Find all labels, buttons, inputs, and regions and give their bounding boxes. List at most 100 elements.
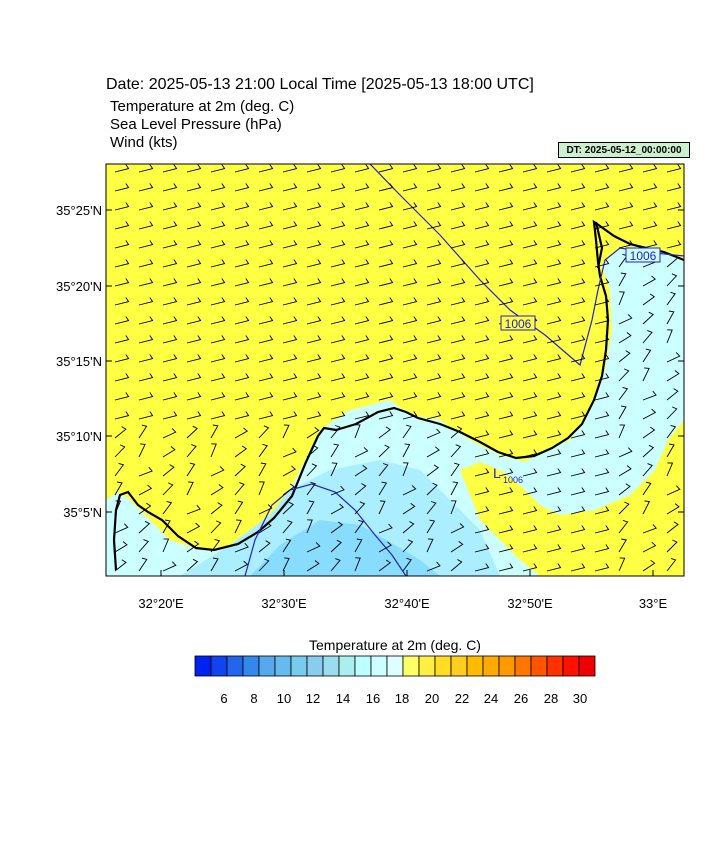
wind-barb	[594, 449, 610, 458]
wind-barb	[618, 405, 627, 420]
wind-barb	[354, 447, 369, 458]
wind-barb	[618, 424, 626, 439]
wind-barb	[474, 183, 490, 192]
wind-barb	[522, 487, 538, 496]
wind-barb	[642, 367, 650, 382]
wind-barb	[258, 297, 274, 306]
colorbar-cell	[386, 655, 404, 677]
wind-barb	[210, 202, 226, 211]
wind-barb	[354, 519, 364, 534]
wind-barb	[474, 240, 490, 249]
colorbar-cell	[354, 655, 372, 677]
wind-barb	[378, 444, 390, 458]
wind-barb	[594, 487, 610, 496]
wind-barb	[162, 183, 178, 192]
wind-barb	[378, 297, 394, 306]
wind-barb	[234, 164, 250, 173]
wind-barb	[114, 335, 130, 344]
wind-barb	[354, 316, 370, 325]
wind-barb	[378, 411, 394, 420]
wind-barb	[186, 392, 202, 401]
wind-barb	[258, 316, 274, 325]
wind-barb	[594, 164, 610, 173]
wind-barb	[186, 202, 202, 211]
wind-barb	[474, 506, 490, 515]
wind-barb	[210, 411, 226, 420]
wind-barb	[402, 557, 412, 572]
wind-barb	[114, 259, 130, 268]
wind-barb	[450, 559, 463, 572]
wind-barb	[306, 500, 315, 515]
wind-barb	[642, 444, 655, 458]
wind-barb	[474, 354, 490, 363]
wind-barb	[306, 542, 321, 553]
colorbar-tick-label: 10	[277, 691, 291, 706]
wind-barb	[474, 221, 490, 230]
colorbar-cell	[306, 655, 324, 677]
wind-barb	[138, 539, 149, 553]
low-pressure-marker: L	[493, 465, 501, 481]
wind-barb	[450, 297, 466, 306]
wind-barb	[642, 330, 653, 344]
wind-barb	[594, 468, 610, 477]
wind-barb	[282, 501, 294, 515]
wind-barb	[498, 449, 514, 458]
wind-barb	[282, 316, 298, 325]
wind-barb	[474, 316, 490, 325]
wind-barb	[330, 485, 345, 496]
wind-barb	[666, 202, 682, 211]
wind-barb	[570, 240, 586, 249]
wind-barb	[474, 525, 490, 534]
wind-barb	[426, 316, 442, 325]
wind-barb	[426, 561, 441, 572]
wind-barb	[546, 183, 562, 192]
wind-barb	[234, 560, 249, 572]
wind-barb	[114, 354, 130, 363]
wind-barb	[642, 183, 658, 192]
wind-barb	[498, 240, 514, 249]
field-label-pressure: Sea Level Pressure (hPa)	[110, 116, 282, 133]
wind-barb	[114, 523, 129, 534]
wind-barb	[330, 373, 346, 382]
wind-barb	[378, 500, 386, 515]
wind-barb	[570, 449, 586, 458]
wind-barb	[594, 183, 610, 192]
wind-barb	[642, 524, 657, 534]
wind-barb	[234, 373, 250, 382]
wind-barb	[426, 259, 442, 268]
wind-barb	[546, 487, 562, 496]
colorbar	[194, 655, 596, 677]
wind-barb	[354, 297, 370, 306]
wind-barb	[330, 221, 346, 230]
wind-barb	[546, 449, 562, 458]
wind-barb	[594, 411, 610, 420]
colorbar-cell	[450, 655, 468, 677]
wind-barb	[426, 373, 442, 382]
wind-barb	[570, 202, 586, 211]
wind-barb	[426, 519, 436, 534]
wind-barb	[258, 504, 273, 515]
wind-barb	[306, 463, 318, 477]
wind-barb	[498, 506, 514, 515]
wind-barb	[642, 202, 658, 211]
wind-barb	[666, 443, 675, 458]
low-pressure-value: 1006	[503, 475, 523, 485]
wind-barb	[234, 482, 245, 496]
wind-barb	[330, 411, 346, 420]
wind-barb	[186, 481, 194, 496]
wind-barb	[498, 430, 514, 439]
wind-barb	[402, 221, 418, 230]
wind-barb	[306, 392, 322, 401]
wind-barb	[666, 370, 680, 382]
wind-barb	[306, 164, 322, 173]
wind-barb	[666, 240, 682, 249]
colorbar-cell	[514, 655, 532, 677]
wind-barb	[522, 164, 538, 173]
wind-barb	[138, 557, 148, 572]
wind-barb	[378, 523, 393, 534]
wind-barb	[138, 443, 146, 458]
wind-barb	[402, 462, 409, 477]
wind-barb	[546, 468, 562, 477]
wind-barb	[210, 221, 226, 230]
wind-barb	[282, 373, 298, 382]
